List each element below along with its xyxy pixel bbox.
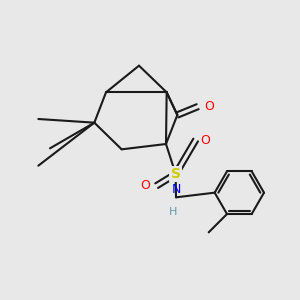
Text: O: O <box>140 179 150 192</box>
Text: O: O <box>204 100 214 113</box>
Text: N: N <box>171 183 181 196</box>
Text: S: S <box>171 167 181 181</box>
Text: H: H <box>169 207 177 217</box>
Text: O: O <box>201 134 211 146</box>
